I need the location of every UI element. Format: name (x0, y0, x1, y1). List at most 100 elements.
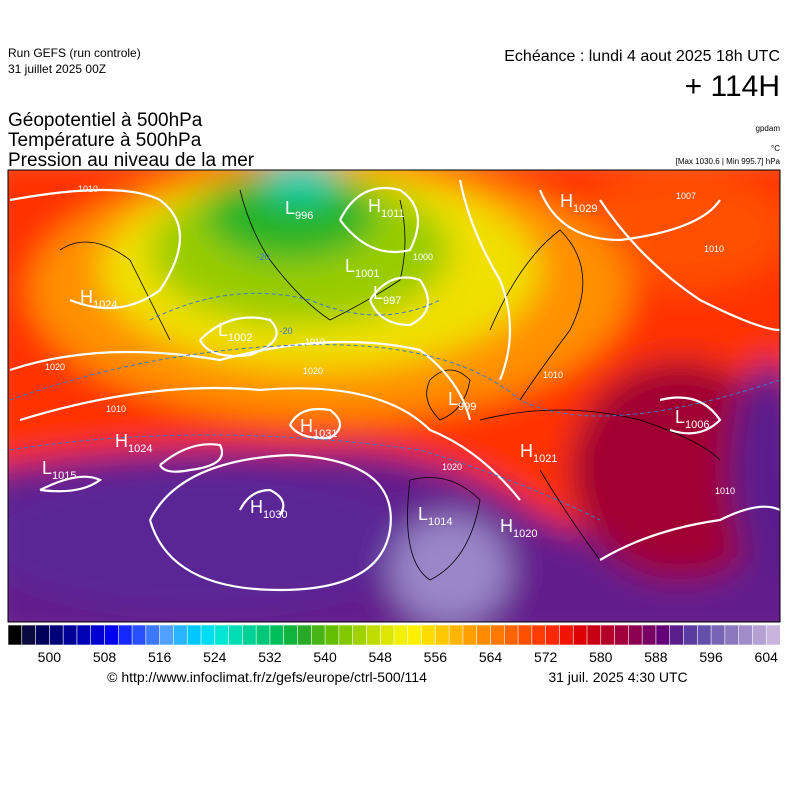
colorbar-swatch (214, 624, 230, 646)
center-value: 999 (458, 401, 476, 413)
colorbar-swatch (35, 624, 50, 646)
colorbar-swatch (545, 624, 561, 646)
unit: gpdam (756, 124, 781, 133)
pressure-center: H1024 (115, 431, 152, 455)
colorbar-tick-label: 532 (258, 649, 282, 665)
colorbar-swatch (476, 624, 492, 646)
colorbar-swatch (310, 624, 326, 646)
center-type: H (560, 191, 573, 211)
colorbar-swatch (738, 624, 754, 646)
center-value: 1020 (513, 528, 537, 540)
colorbar-swatch (104, 624, 119, 646)
pressure-center: H1029 (560, 191, 597, 215)
contour-label: 1010 (704, 244, 724, 254)
center-type: L (285, 198, 295, 218)
center-type: L (418, 504, 428, 524)
colorbar-tick-label: 580 (589, 649, 613, 665)
center-type: H (500, 516, 513, 536)
center-value: 1031 (313, 428, 337, 440)
center-type: L (218, 320, 228, 340)
contour-label: 1007 (676, 191, 696, 201)
colorbar-swatch (76, 624, 92, 646)
center-value: 1006 (685, 419, 709, 431)
colorbar-swatch (628, 624, 643, 646)
contour-label: 1010 (305, 337, 325, 347)
center-value: 1015 (52, 470, 76, 482)
colorbar-swatch (448, 624, 464, 646)
colorbar-swatch (765, 624, 781, 646)
colorbar-tick-label: 604 (755, 649, 779, 665)
colorbar-swatch (752, 624, 767, 646)
colorbar-swatch (255, 624, 271, 646)
generated-time: 31 juil. 2025 4:30 UTC (548, 669, 687, 685)
colorbar-swatch (338, 624, 354, 646)
colorbar-swatch (117, 624, 133, 646)
pressure-center: L999 (448, 389, 476, 413)
center-value: 1001 (355, 268, 379, 280)
contour-label: 1010 (106, 404, 126, 414)
colorbar-swatch (352, 624, 368, 646)
center-value: 1021 (533, 453, 557, 465)
coastlines (59, 189, 721, 581)
pressure-center: L1001 (345, 256, 380, 280)
colorbar-swatch (297, 624, 312, 646)
pressure-center: H1024 (80, 287, 117, 311)
colorbar-tick-label: 564 (479, 649, 503, 665)
center-type: L (345, 256, 355, 276)
colorbar-swatch (669, 624, 685, 646)
colorbar-swatch (724, 624, 740, 646)
colorbar-swatch (655, 624, 671, 646)
map: L996 H1011L1001L997H1024L1002H1029H1031H1… (8, 170, 780, 622)
pressure-center: L996 (285, 198, 313, 222)
title: Pression au niveau de la mer (8, 150, 255, 171)
contour-label: 1020 (442, 462, 462, 472)
colorbar-swatch (586, 624, 602, 646)
center-type: H (300, 416, 313, 436)
lead-time: + 114H (685, 70, 780, 103)
map-frame (7, 169, 781, 623)
center-value: 996 (295, 210, 313, 222)
source: © http://www.infoclimat.fr/z/gefs/europe… (107, 669, 427, 685)
colorbar-swatch (393, 624, 409, 646)
colorbar-tick-label: 540 (313, 649, 337, 665)
colorbar-swatch (572, 624, 588, 646)
contour-label: -20 (256, 252, 269, 262)
pressure-center: H1031 (300, 416, 337, 440)
pressure-center: H1021 (520, 441, 557, 465)
contour-label: 1020 (303, 366, 323, 376)
colorbar-swatch (90, 624, 106, 646)
contour-label: 1010 (543, 370, 563, 380)
colorbar-tick-label: 500 (38, 649, 62, 665)
contour-label: 1010 (715, 486, 735, 496)
colorbar-swatch (324, 624, 340, 646)
pressure-center: L1006 (675, 407, 710, 431)
center-value: 1011 (381, 208, 405, 220)
title: Température à 500hPa (8, 130, 202, 151)
colorbar-tick-label: 508 (93, 649, 117, 665)
colorbar-tick-label: 556 (424, 649, 448, 665)
center-value: 1030 (263, 509, 287, 521)
center-type: H (80, 287, 93, 307)
colorbar-tick-label: 596 (699, 649, 723, 665)
center-type: H (368, 196, 381, 216)
unit: [Max 1030.6 | Min 995.7] hPa (676, 157, 781, 166)
colorbar-swatch (21, 624, 37, 646)
colorbar-swatch (269, 624, 285, 646)
colorbar-tick-label: 548 (369, 649, 393, 665)
pressure-center: L997 (373, 283, 401, 307)
pressure-center: L1015 (42, 458, 77, 482)
colorbar-swatch (490, 624, 505, 646)
colorbar-swatch (379, 624, 395, 646)
colorbar-swatch (683, 624, 698, 646)
colorbar-swatch (200, 624, 216, 646)
colorbar-swatch (517, 624, 533, 646)
center-type: L (448, 389, 458, 409)
unit: °C (771, 144, 780, 153)
colorbar-swatch (49, 624, 64, 646)
center-value: 1014 (428, 516, 452, 528)
colorbar-swatch (283, 624, 299, 646)
colorbar-swatch (159, 624, 175, 646)
colorbar-swatch (186, 624, 202, 646)
colorbar-swatch (462, 624, 478, 646)
